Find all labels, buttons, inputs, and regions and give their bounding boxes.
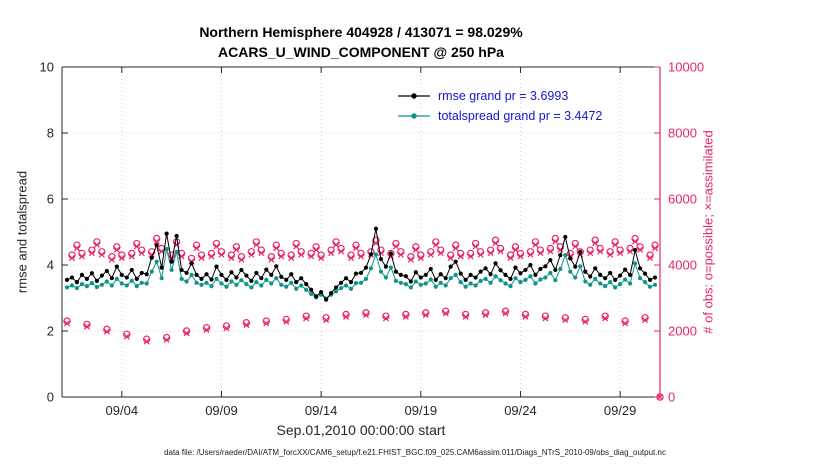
legend-marker-totalspread-line-dot-icon (398, 113, 430, 119)
svg-text:8: 8 (47, 126, 54, 141)
svg-text:0: 0 (47, 390, 54, 405)
svg-text:09/14: 09/14 (305, 403, 338, 418)
svg-text:0: 0 (668, 390, 675, 405)
data-file-caption: data file: /Users/raeder/DAI/ATM_forcXX/… (164, 448, 666, 457)
legend-label-totalspread: totalspread grand pr = 3.4472 (438, 109, 603, 123)
svg-text:09/29: 09/29 (604, 403, 637, 418)
legend-marker-rmse-line-dot-icon (398, 93, 430, 99)
legend-item-rmse: rmse grand pr = 3.6993 (396, 86, 602, 106)
svg-text:8000: 8000 (668, 126, 697, 141)
legend-item-totalspread: totalspread grand pr = 3.4472 (396, 106, 602, 126)
legend-label-rmse: rmse grand pr = 3.6993 (438, 89, 569, 103)
svg-text:4000: 4000 (668, 258, 697, 273)
svg-text:10000: 10000 (668, 60, 704, 75)
svg-text:09/09: 09/09 (205, 403, 238, 418)
svg-text:6: 6 (47, 192, 54, 207)
y-axis-label-left: rmse and totalspread (14, 170, 30, 294)
chart-title-line2: ACARS_U_WIND_COMPONENT @ 250 hPa (218, 44, 504, 60)
svg-text:09/24: 09/24 (504, 403, 537, 418)
svg-text:09/04: 09/04 (106, 403, 139, 418)
svg-text:2000: 2000 (668, 324, 697, 339)
y-axis-label-right: # of obs: o=possible; ×=assimilated (700, 130, 716, 334)
legend: rmse grand pr = 3.6993 totalspread grand… (396, 86, 602, 126)
x-axis-label: Sep.01,2010 00:00:00 start (276, 422, 446, 438)
scatter-obs_assimilated (63, 238, 664, 401)
svg-text:09/19: 09/19 (405, 403, 438, 418)
chart-title-line1: Northern Hemisphere 404928 / 413071 = 98… (199, 24, 523, 40)
svg-text:2: 2 (47, 324, 54, 339)
series-rmse (64, 226, 658, 302)
svg-text:4: 4 (47, 258, 54, 273)
axes-box (61, 66, 661, 398)
series-totalspread (64, 247, 658, 301)
svg-text:10: 10 (40, 60, 54, 75)
svg-text:6000: 6000 (668, 192, 697, 207)
tick-labels: 0 2 4 6 8 10 0 2000 4000 6000 8000 10000 09/04 09/09 0… (40, 60, 705, 419)
